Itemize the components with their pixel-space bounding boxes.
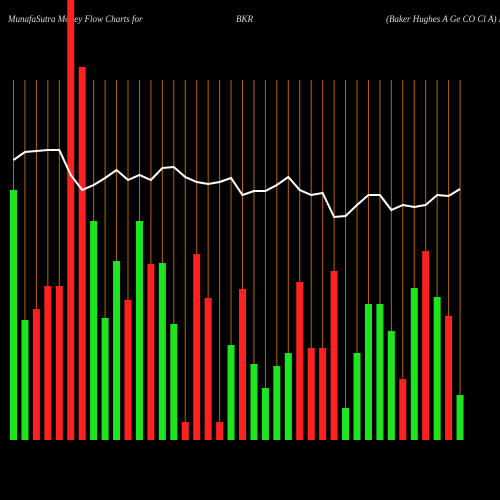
flow-line xyxy=(12,149,461,219)
bar xyxy=(330,271,338,440)
bar xyxy=(296,282,304,440)
bar xyxy=(10,190,17,440)
bar xyxy=(135,221,143,440)
bar xyxy=(55,286,63,440)
bar xyxy=(261,388,269,440)
bar xyxy=(376,304,384,440)
bar xyxy=(204,298,212,440)
bar xyxy=(32,309,40,440)
bar xyxy=(124,300,132,440)
bar xyxy=(170,324,178,440)
bar xyxy=(181,422,189,440)
bar xyxy=(456,395,464,440)
bar xyxy=(422,251,430,440)
bar xyxy=(319,348,327,440)
bar xyxy=(353,353,361,440)
bar xyxy=(78,67,86,440)
bar xyxy=(410,288,418,440)
bar xyxy=(307,348,315,440)
bar xyxy=(387,331,395,440)
bar xyxy=(342,408,350,440)
bar xyxy=(445,316,453,440)
bar xyxy=(193,254,201,440)
bar xyxy=(90,221,98,440)
ticker: BKR xyxy=(236,14,254,24)
bar xyxy=(250,364,258,440)
bar xyxy=(113,261,121,440)
bar xyxy=(227,345,235,440)
bar xyxy=(284,353,292,440)
bar xyxy=(147,264,155,440)
chart-title: MunafaSutra Money Flow Charts for xyxy=(7,14,143,24)
bar xyxy=(101,318,109,440)
bar xyxy=(273,366,281,440)
bar xyxy=(399,379,407,440)
bar xyxy=(67,0,75,440)
bar xyxy=(433,297,441,440)
bar xyxy=(21,320,29,440)
company-name: (Baker Hughes A Ge CO Cl A) M xyxy=(386,14,500,24)
bar xyxy=(239,289,246,440)
bar xyxy=(216,422,224,440)
bar xyxy=(158,263,166,440)
bar xyxy=(364,304,372,440)
bar xyxy=(44,286,52,440)
